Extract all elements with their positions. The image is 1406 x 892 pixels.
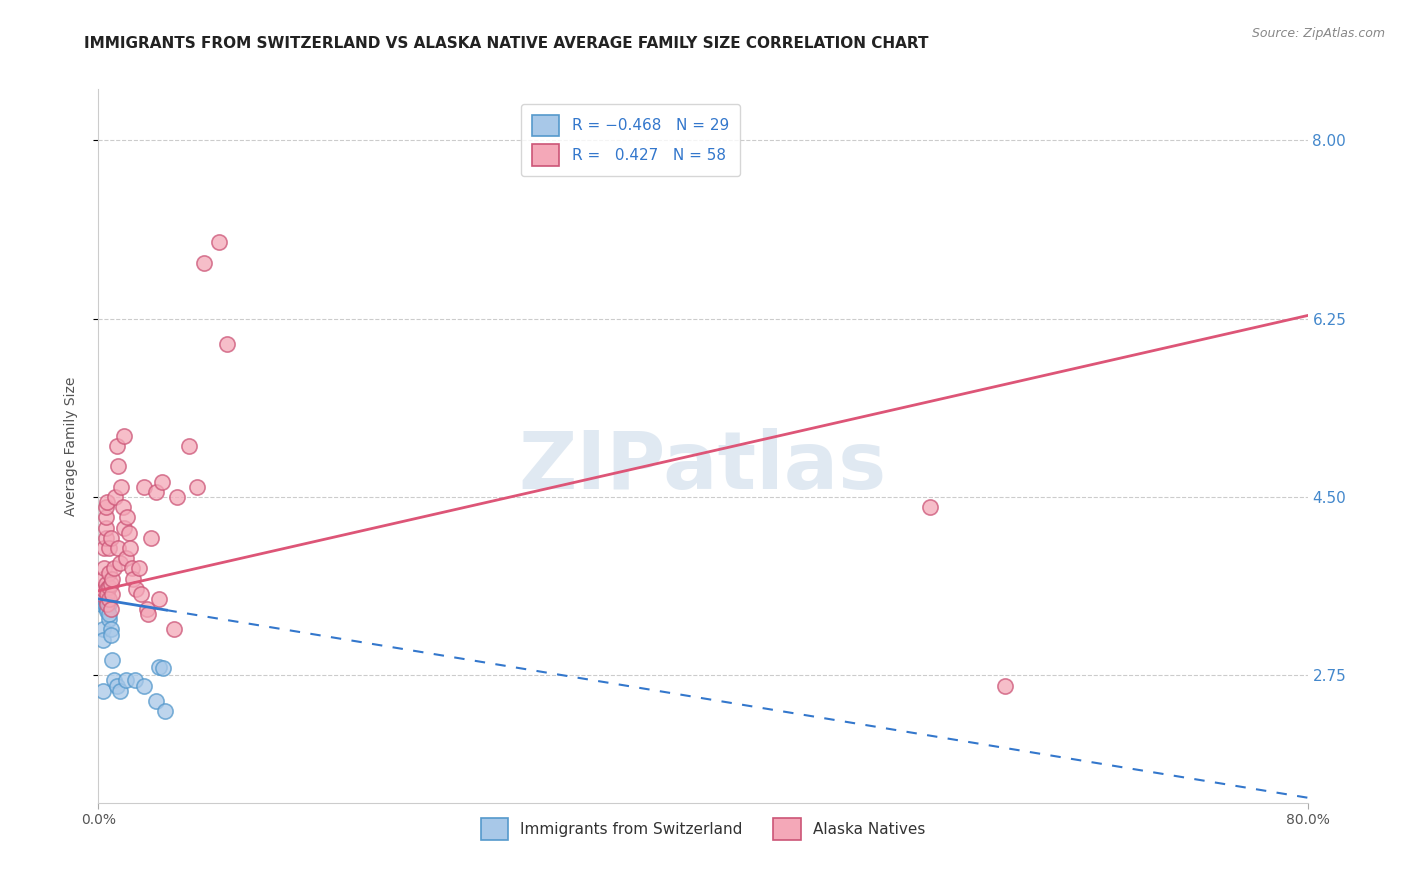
Point <box>96 604 118 618</box>
Point <box>94 510 117 524</box>
Point <box>153 704 176 718</box>
Legend: Immigrants from Switzerland, Alaska Natives: Immigrants from Switzerland, Alaska Nati… <box>471 809 935 848</box>
Point <box>132 480 155 494</box>
Point <box>121 561 143 575</box>
Point <box>98 580 121 594</box>
Point <box>105 439 128 453</box>
Point <box>132 679 155 693</box>
Point <box>98 591 121 606</box>
Point <box>179 439 201 453</box>
Point <box>96 597 118 611</box>
Point <box>193 255 215 269</box>
Point <box>145 484 167 499</box>
Point <box>118 525 141 540</box>
Point <box>918 500 941 515</box>
Point <box>94 576 117 591</box>
Point <box>108 683 131 698</box>
Point <box>96 495 118 509</box>
Point <box>100 531 122 545</box>
Point <box>208 235 231 249</box>
Point <box>104 490 127 504</box>
Point <box>93 561 115 575</box>
Point <box>125 582 148 596</box>
Point <box>115 510 138 524</box>
Point <box>108 556 131 570</box>
Point <box>91 623 114 637</box>
Text: ZIPatlas: ZIPatlas <box>519 428 887 507</box>
Point <box>91 683 114 698</box>
Point <box>100 623 122 637</box>
Point <box>215 337 238 351</box>
Point <box>93 591 115 606</box>
Point <box>101 572 124 586</box>
Point <box>98 612 121 626</box>
Y-axis label: Average Family Size: Average Family Size <box>63 376 77 516</box>
Point <box>166 490 188 504</box>
Point <box>105 679 128 693</box>
Point <box>186 480 208 494</box>
Text: IMMIGRANTS FROM SWITZERLAND VS ALASKA NATIVE AVERAGE FAMILY SIZE CORRELATION CHA: IMMIGRANTS FROM SWITZERLAND VS ALASKA NA… <box>84 36 929 51</box>
Point <box>100 576 122 591</box>
Text: Source: ZipAtlas.com: Source: ZipAtlas.com <box>1251 27 1385 40</box>
Point <box>129 587 152 601</box>
Point <box>112 429 135 443</box>
Point <box>114 551 136 566</box>
Point <box>148 591 170 606</box>
Point <box>91 582 114 596</box>
Point <box>101 653 124 667</box>
Point <box>141 531 163 545</box>
Point <box>145 694 167 708</box>
Point <box>128 561 150 575</box>
Point <box>103 673 125 688</box>
Point <box>124 673 146 688</box>
Point <box>94 500 117 515</box>
Point <box>98 607 121 622</box>
Point <box>98 597 121 611</box>
Point <box>120 541 142 555</box>
Point <box>91 632 114 647</box>
Point <box>107 541 129 555</box>
Point <box>98 566 121 581</box>
Point <box>100 627 122 641</box>
Point <box>135 602 157 616</box>
Point <box>148 660 170 674</box>
Point <box>101 587 124 601</box>
Point <box>96 582 118 596</box>
Point <box>122 572 145 586</box>
Point <box>112 520 135 534</box>
Point <box>111 500 134 515</box>
Point <box>93 541 115 555</box>
Point <box>96 587 118 601</box>
Point <box>96 602 118 616</box>
Point <box>94 594 117 608</box>
Point <box>110 480 132 494</box>
Point <box>994 679 1017 693</box>
Point <box>152 661 174 675</box>
Point <box>94 600 117 615</box>
Point <box>100 602 122 616</box>
Point <box>136 607 159 622</box>
Point <box>114 673 136 688</box>
Point <box>90 597 112 611</box>
Point <box>107 459 129 474</box>
Point <box>94 520 117 534</box>
Point <box>91 572 114 586</box>
Point <box>103 561 125 575</box>
Point <box>94 582 117 596</box>
Point <box>93 587 115 601</box>
Point <box>90 588 112 602</box>
Point <box>90 587 112 601</box>
Point <box>150 475 173 489</box>
Point <box>96 591 118 606</box>
Point <box>98 541 121 555</box>
Point <box>163 623 186 637</box>
Point <box>94 531 117 545</box>
